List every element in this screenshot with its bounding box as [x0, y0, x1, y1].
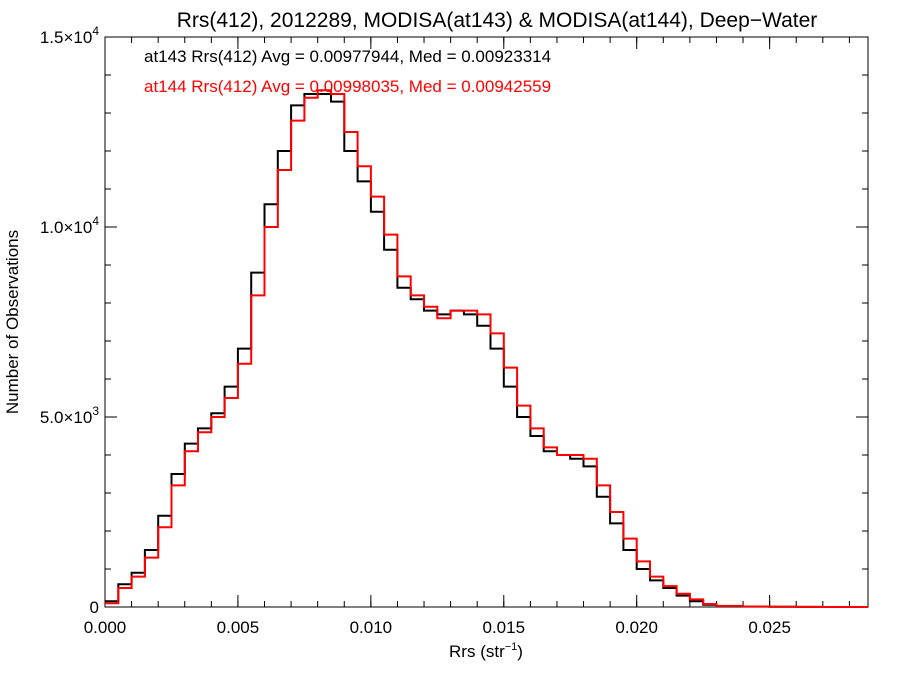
- x-axis-label: Rrs (str−1): [449, 641, 523, 661]
- series-line-at143: [105, 93, 868, 608]
- x-tick-label: 0.005: [217, 618, 260, 637]
- legend-at144: at144 Rrs(412) Avg = 0.00998035, Med = 0…: [144, 77, 551, 96]
- plot-frame: [104, 36, 869, 608]
- y-tick-label: 1.0×104: [40, 214, 99, 237]
- legend-at143: at143 Rrs(412) Avg = 0.00977944, Med = 0…: [144, 47, 551, 66]
- x-tick-label: 0.015: [483, 618, 526, 637]
- series-line-at144: [105, 89, 868, 608]
- chart-title: Rrs(412), 2012289, MODISA(at143) & MODIS…: [177, 9, 818, 32]
- y-axis-label: Number of Observations: [3, 230, 22, 414]
- data-series: [105, 89, 868, 608]
- x-tick-label: 0.025: [748, 618, 791, 637]
- x-tick-label: 0.010: [350, 618, 393, 637]
- axis-ticks: 0.000 0.005 0.010 0.015 0.020 0.025 0 5.0×103 1.…: [40, 24, 868, 637]
- x-tick-label: 0.000: [84, 618, 127, 637]
- y-tick-label: 1.5×104: [40, 24, 99, 47]
- y-tick-label: 0: [90, 598, 99, 617]
- x-tick-label: 0.020: [615, 618, 658, 637]
- y-tick-label: 5.0×103: [40, 404, 99, 427]
